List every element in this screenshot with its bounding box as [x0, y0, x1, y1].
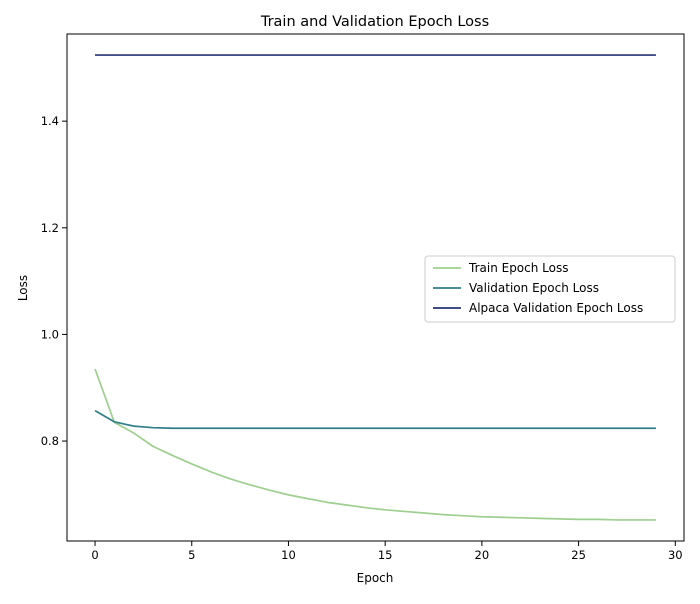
legend-label-2: Validation Epoch Loss [469, 281, 599, 295]
x-axis-label: Epoch [357, 571, 394, 585]
legend: Train Epoch Loss Validation Epoch Loss Alp… [424, 255, 676, 323]
x-tick-label: 30 [668, 548, 683, 562]
y-axis-label: Loss [16, 275, 30, 301]
x-axis-ticks: 0 5 10 15 20 25 30 [91, 541, 683, 562]
y-tick-label: 1.0 [41, 327, 59, 341]
series-line-2 [94, 409, 656, 430]
legend-box [424, 255, 676, 323]
chart-title: Train and Validation Epoch Loss [260, 14, 489, 30]
legend-label-1: Train Epoch Loss [468, 261, 569, 275]
y-tick-label: 0.8 [41, 434, 59, 448]
legend-label-3: Alpaca Validation Epoch Loss [469, 301, 643, 315]
x-tick-label: 15 [378, 548, 393, 562]
x-tick-label: 0 [91, 548, 98, 562]
series-line-1 [94, 368, 656, 521]
x-tick-label: 25 [571, 548, 586, 562]
y-tick-label: 1.4 [41, 114, 59, 128]
y-axis-ticks: 0.8 1.0 1.2 1.4 [41, 114, 67, 448]
x-tick-label: 10 [281, 548, 296, 562]
y-tick-label: 1.2 [41, 221, 59, 235]
x-tick-label: 5 [188, 548, 195, 562]
series-layer [94, 54, 656, 521]
plot-area-frame [66, 33, 685, 542]
x-tick-label: 20 [475, 548, 490, 562]
